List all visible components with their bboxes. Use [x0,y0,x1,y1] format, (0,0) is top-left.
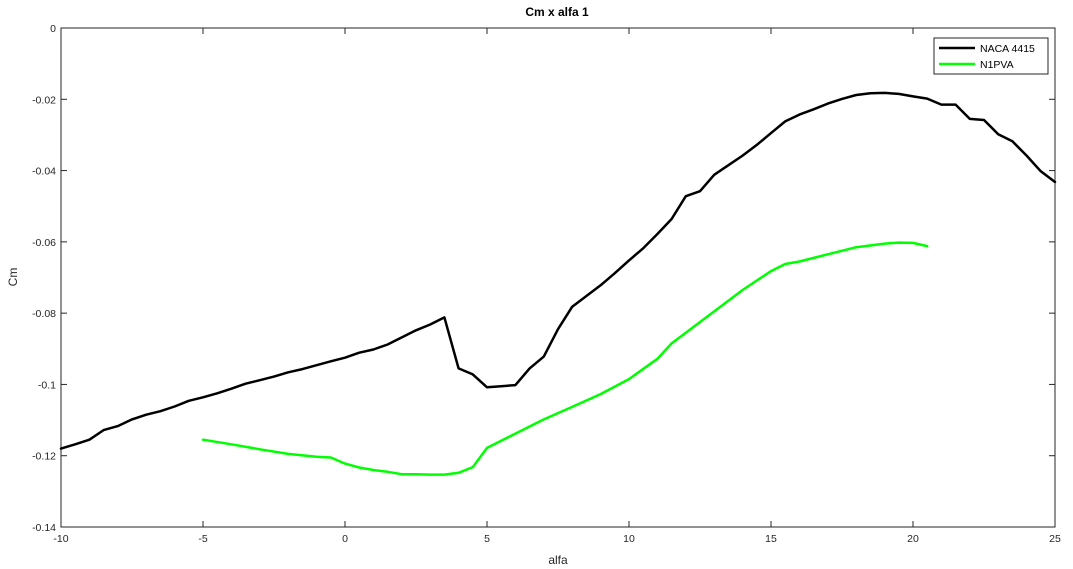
y-tick-label: -0.02 [32,94,56,106]
y-tick-label: -0.04 [32,166,56,178]
x-axis-label: alfa [548,553,568,567]
x-tick-label: -5 [198,533,207,545]
legend-box [933,37,1049,75]
x-tick-label: 25 [1049,533,1061,545]
y-tick-label: -0.1 [38,379,56,391]
y-tick-label: 0 [50,23,56,35]
x-tick-label: 20 [907,533,919,545]
series-line-n1pva [201,241,929,476]
x-tick-label: 0 [342,533,348,545]
y-axis-label: Cm [6,268,20,287]
y-tick-label: -0.12 [32,451,56,463]
y-tick-label: -0.14 [32,522,56,534]
x-tick-label: 5 [484,533,490,545]
x-tick-label: 15 [765,533,777,545]
series-line-naca-4415 [59,91,1057,450]
legend-label-n1pva: N1PVA [980,59,1014,71]
series-layer [59,91,1057,476]
y-axis: 0 -0.02 -0.04 -0.06 -0.08 -0.1 -0.12 -0.14 [32,23,1055,534]
y-tick-label: -0.08 [32,308,56,320]
plot-area [60,27,1056,528]
y-tick-label: -0.06 [32,237,56,249]
chart-title: Cm x alfa 1 [525,5,589,19]
x-axis: -10 -5 0 5 10 15 20 25 [53,28,1061,545]
x-tick-label: -10 [53,533,68,545]
legend-label-naca-4415: NACA 4415 [980,43,1035,55]
legend: NACA 4415 N1PVA [933,37,1049,75]
x-tick-label: 10 [623,533,635,545]
